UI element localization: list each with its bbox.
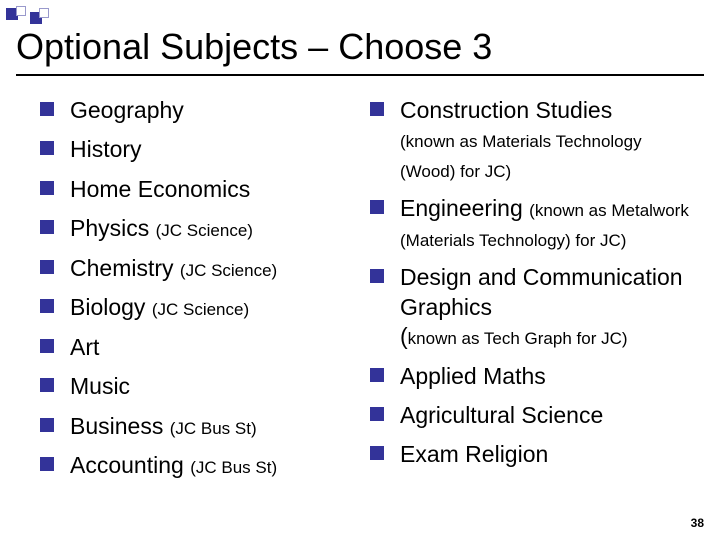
list-item: Accounting (JC Bus St) bbox=[40, 451, 350, 480]
list-item-main: Accounting bbox=[70, 452, 190, 478]
square-bullet-icon bbox=[370, 269, 384, 283]
list-item-main: Exam Religion bbox=[400, 441, 548, 467]
list-item-main: Music bbox=[70, 373, 130, 399]
list-item-text: Applied Maths bbox=[400, 362, 546, 391]
list-item-text: Agricultural Science bbox=[400, 401, 603, 430]
square-bullet-icon bbox=[40, 260, 54, 274]
list-item: Design and Communication Graphics (known … bbox=[370, 263, 690, 351]
list-item-sub: (JC Science) bbox=[156, 221, 253, 240]
title-container: Optional Subjects – Choose 3 bbox=[16, 26, 704, 76]
list-item-main: Biology bbox=[70, 294, 152, 320]
list-item: Chemistry (JC Science) bbox=[40, 254, 350, 283]
list-item-note: known as Tech Graph for JC) bbox=[408, 329, 628, 348]
list-item-sub: (JC Bus St) bbox=[190, 458, 277, 477]
list-item-text: Geography bbox=[70, 96, 184, 125]
list-item: Geography bbox=[40, 96, 350, 125]
list-item-main: Physics bbox=[70, 215, 156, 241]
list-item-text: Exam Religion bbox=[400, 440, 548, 469]
list-item: Art bbox=[40, 333, 350, 362]
square-bullet-icon bbox=[370, 446, 384, 460]
content-columns: Geography History Home Economics Physics (J… bbox=[40, 96, 690, 490]
page-number: 38 bbox=[691, 516, 704, 530]
square-bullet-icon bbox=[40, 339, 54, 353]
list-item-note: (known as Materials Technology (Wood) fo… bbox=[400, 132, 642, 180]
list-item: Physics (JC Science) bbox=[40, 214, 350, 243]
list-item-sub: (JC Bus St) bbox=[170, 419, 257, 438]
list-item: Applied Maths bbox=[370, 362, 690, 391]
list-item: Engineering (known as Metalwork (Materia… bbox=[370, 194, 690, 253]
list-item-main: Geography bbox=[70, 97, 184, 123]
square-bullet-icon bbox=[370, 368, 384, 382]
square-bullet-icon bbox=[40, 181, 54, 195]
list-item-main: Business bbox=[70, 413, 170, 439]
list-item: Construction Studies (known as Materials … bbox=[370, 96, 690, 184]
list-item-text: Biology (JC Science) bbox=[70, 293, 249, 322]
list-item-text: Chemistry (JC Science) bbox=[70, 254, 277, 283]
square-bullet-icon bbox=[40, 378, 54, 392]
square-bullet-icon bbox=[40, 457, 54, 471]
list-item-text: History bbox=[70, 135, 142, 164]
left-column: Geography History Home Economics Physics (J… bbox=[40, 96, 350, 490]
list-item-text: Art bbox=[70, 333, 99, 362]
page-title: Optional Subjects – Choose 3 bbox=[16, 26, 704, 68]
list-item-main: Agricultural Science bbox=[400, 402, 603, 428]
list-item-text: Physics (JC Science) bbox=[70, 214, 253, 243]
list-item: Music bbox=[40, 372, 350, 401]
list-item-sub: (JC Science) bbox=[152, 300, 249, 319]
list-item-text: Music bbox=[70, 372, 130, 401]
list-item-main: History bbox=[70, 136, 142, 162]
square-bullet-icon bbox=[370, 102, 384, 116]
list-item-sub: (JC Science) bbox=[180, 261, 277, 280]
list-item-main: Art bbox=[70, 334, 99, 360]
square-bullet-icon bbox=[40, 220, 54, 234]
list-item-text: Business (JC Bus St) bbox=[70, 412, 257, 441]
deco-square bbox=[16, 6, 26, 16]
square-bullet-icon bbox=[40, 102, 54, 116]
right-column: Construction Studies (known as Materials … bbox=[370, 96, 690, 490]
list-item-text: Design and Communication Graphics (known … bbox=[400, 263, 690, 351]
list-item-text: Accounting (JC Bus St) bbox=[70, 451, 277, 480]
list-item-main: Engineering bbox=[400, 195, 529, 221]
list-item: Exam Religion bbox=[370, 440, 690, 469]
list-item-text: Home Economics bbox=[70, 175, 250, 204]
list-item-main: Construction Studies bbox=[400, 97, 612, 123]
list-item-main: Applied Maths bbox=[400, 363, 546, 389]
corner-decoration bbox=[6, 6, 49, 24]
list-item: Agricultural Science bbox=[370, 401, 690, 430]
square-bullet-icon bbox=[370, 200, 384, 214]
list-item: Home Economics bbox=[40, 175, 350, 204]
square-bullet-icon bbox=[40, 299, 54, 313]
deco-square bbox=[39, 8, 49, 18]
list-item-main: Chemistry bbox=[70, 255, 180, 281]
list-item-text: Construction Studies (known as Materials … bbox=[400, 96, 690, 184]
open-paren: ( bbox=[400, 323, 408, 349]
square-bullet-icon bbox=[40, 141, 54, 155]
list-item-text: Engineering (known as Metalwork (Materia… bbox=[400, 194, 690, 253]
square-bullet-icon bbox=[370, 407, 384, 421]
square-bullet-icon bbox=[40, 418, 54, 432]
list-item-main: Home Economics bbox=[70, 176, 250, 202]
list-item-main: Design and Communication Graphics bbox=[400, 264, 683, 319]
list-item: Biology (JC Science) bbox=[40, 293, 350, 322]
list-item: History bbox=[40, 135, 350, 164]
list-item: Business (JC Bus St) bbox=[40, 412, 350, 441]
